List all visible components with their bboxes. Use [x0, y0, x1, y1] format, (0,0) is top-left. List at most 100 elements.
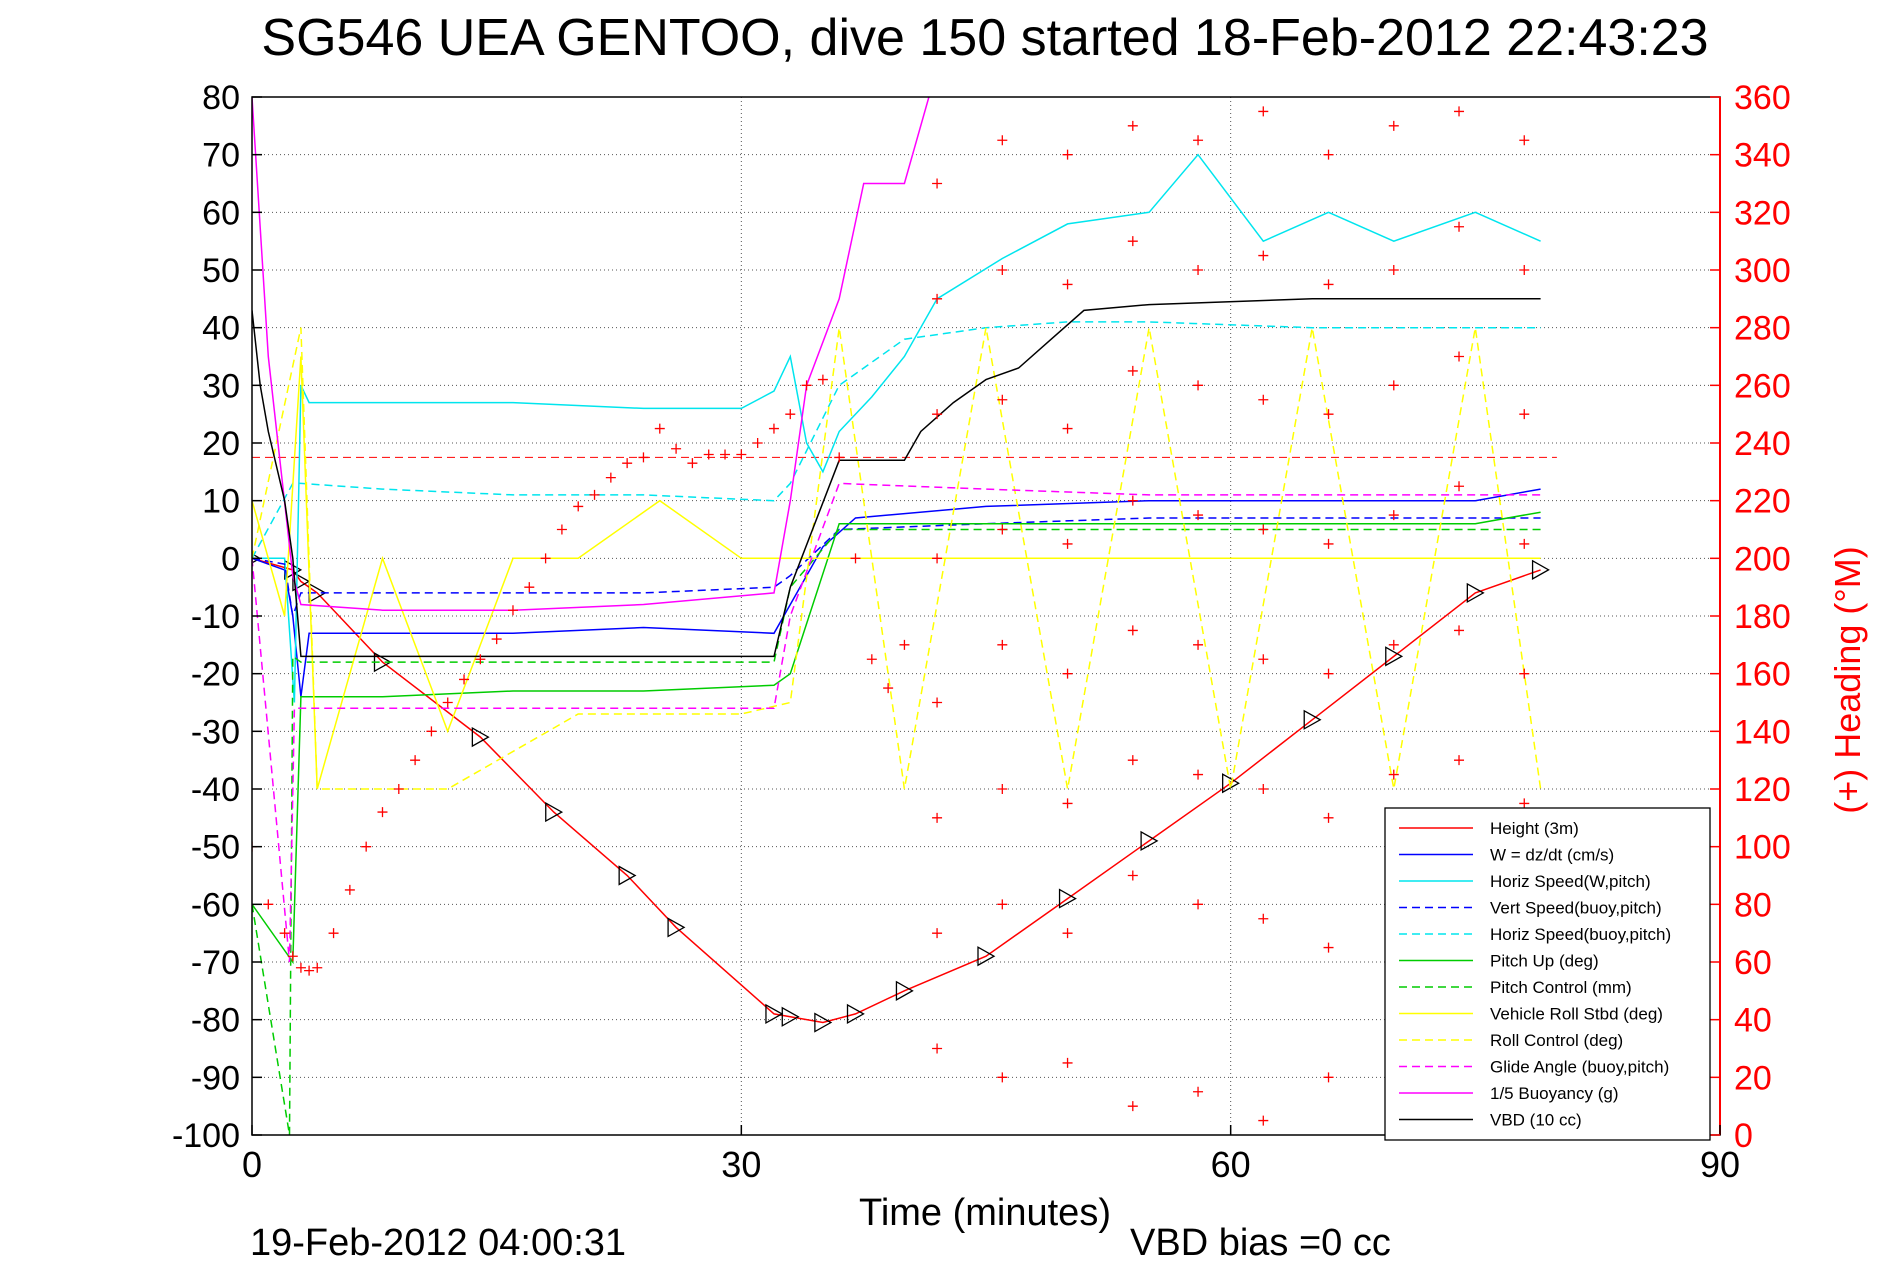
y2-tick-label: 160	[1734, 656, 1791, 694]
height-triangle-marker	[1531, 559, 1550, 580]
series-line	[252, 482, 1541, 963]
heading-scatter-marker	[1258, 1115, 1269, 1126]
series-line	[252, 356, 1541, 790]
heading-scatter-marker	[1323, 942, 1334, 953]
y-tick-label: 50	[202, 252, 240, 290]
height-triangle-marker	[814, 1012, 833, 1033]
heading-marker	[671, 443, 682, 454]
heading-marker	[703, 449, 714, 460]
footer-timestamp: 19-Feb-2012 04:00:31	[250, 1222, 626, 1262]
y-tick-label: 80	[202, 79, 240, 117]
legend-entry-label: 1/5 Buoyancy (g)	[1490, 1084, 1619, 1103]
heading-scatter-marker	[1193, 135, 1204, 146]
heading-marker	[687, 458, 698, 469]
y2-tick-label: 60	[1734, 944, 1772, 982]
y2-tick-label: 220	[1734, 483, 1791, 521]
heading-marker	[573, 501, 584, 512]
heading-scatter-marker	[932, 697, 943, 708]
heading-scatter-marker	[1519, 538, 1530, 549]
heading-marker	[785, 409, 796, 420]
heading-scatter-marker	[1323, 812, 1334, 823]
heading-marker	[426, 726, 437, 737]
heading-scatter-marker	[1519, 265, 1530, 275]
heading-scatter-marker	[1388, 120, 1399, 131]
y2-tick-label: 80	[1734, 886, 1772, 924]
heading-scatter-marker	[932, 553, 943, 564]
heading-marker	[312, 962, 323, 973]
y2-tick-label: 200	[1734, 540, 1791, 578]
heading-scatter-marker	[1323, 668, 1334, 679]
height-triangle-marker	[292, 571, 311, 592]
heading-scatter-marker	[997, 394, 1008, 405]
heading-scatter-marker	[1127, 120, 1138, 131]
heading-scatter-marker	[1062, 668, 1073, 679]
heading-scatter-marker	[1258, 106, 1269, 117]
heading-marker	[638, 452, 649, 463]
legend-entry-label: W = dz/dt (cm/s)	[1490, 846, 1614, 865]
heading-marker	[442, 697, 453, 708]
y-tick-label: 60	[202, 194, 240, 232]
height-triangle-marker	[977, 946, 996, 967]
heading-scatter-marker	[997, 784, 1008, 794]
heading-scatter-marker	[1323, 279, 1334, 290]
heading-scatter-marker	[997, 265, 1008, 275]
height-triangle-marker	[1140, 830, 1159, 852]
heading-marker	[524, 582, 535, 593]
series-line	[252, 153, 1541, 703]
heading-scatter-marker	[932, 1043, 943, 1054]
heading-scatter-marker	[997, 135, 1008, 146]
series-line	[252, 298, 1541, 658]
legend-entry-label: VBD (10 cc)	[1490, 1111, 1582, 1130]
heading-scatter-marker	[1258, 654, 1269, 665]
heading-scatter-marker	[932, 409, 943, 420]
heading-marker	[817, 374, 828, 385]
y2-tick-label: 40	[1734, 1002, 1772, 1040]
heading-marker	[507, 605, 518, 616]
height-triangle-marker	[1303, 709, 1322, 730]
y-tick-label: -20	[191, 656, 240, 694]
heading-scatter-marker	[932, 178, 943, 189]
y-tick-label: 20	[202, 425, 240, 463]
y2-tick-label: 280	[1734, 310, 1791, 348]
series-group	[252, 97, 1557, 1135]
y2-tick-label: 340	[1734, 137, 1791, 175]
legend-entry-label: Pitch Up (deg)	[1490, 952, 1599, 971]
heading-marker	[589, 489, 600, 500]
heading-scatter-marker	[1388, 510, 1399, 521]
y-tick-label: -90	[191, 1059, 240, 1097]
heading-scatter-marker	[932, 293, 943, 304]
legend-box	[1384, 807, 1711, 1141]
heading-scatter-marker	[1062, 798, 1073, 809]
series-line	[252, 528, 1541, 1135]
y2-tick-label: 0	[1734, 1117, 1753, 1155]
legend-entry-label: Vehicle Roll Stbd (deg)	[1490, 1005, 1663, 1024]
y-tick-label: 40	[202, 310, 240, 348]
y2-tick-label: 20	[1734, 1059, 1772, 1097]
height-triangle-marker	[846, 1003, 865, 1025]
y-tick-label: 0	[221, 540, 240, 578]
heading-marker	[410, 755, 421, 766]
heading-scatter-marker	[1193, 1086, 1204, 1097]
y2-tick-label: 360	[1734, 79, 1791, 117]
heading-scatter-marker	[1127, 365, 1138, 376]
y2-tick-label: 120	[1734, 771, 1791, 809]
heading-scatter-marker	[932, 928, 943, 939]
heading-scatter-marker	[1388, 265, 1399, 275]
y2-tick-label: 100	[1734, 829, 1791, 867]
heading-scatter-marker	[1062, 538, 1073, 549]
height-triangle-marker	[1058, 888, 1077, 909]
x-tick-label: 0	[242, 1144, 262, 1185]
heading-scatter-marker	[1127, 1101, 1138, 1112]
heading-marker	[328, 928, 339, 939]
heading-marker	[622, 458, 633, 469]
heading-scatter-marker	[1323, 149, 1334, 160]
heading-marker	[361, 841, 372, 852]
x-tick-label: 60	[1211, 1144, 1251, 1185]
height-triangle-marker	[1466, 582, 1485, 604]
heading-scatter-marker	[1454, 351, 1465, 362]
heading-marker	[393, 784, 404, 794]
heading-scatter-marker	[997, 639, 1008, 650]
heading-marker	[475, 654, 486, 665]
x-tick-label: 30	[721, 1144, 761, 1185]
heading-scatter-marker	[1454, 106, 1465, 117]
